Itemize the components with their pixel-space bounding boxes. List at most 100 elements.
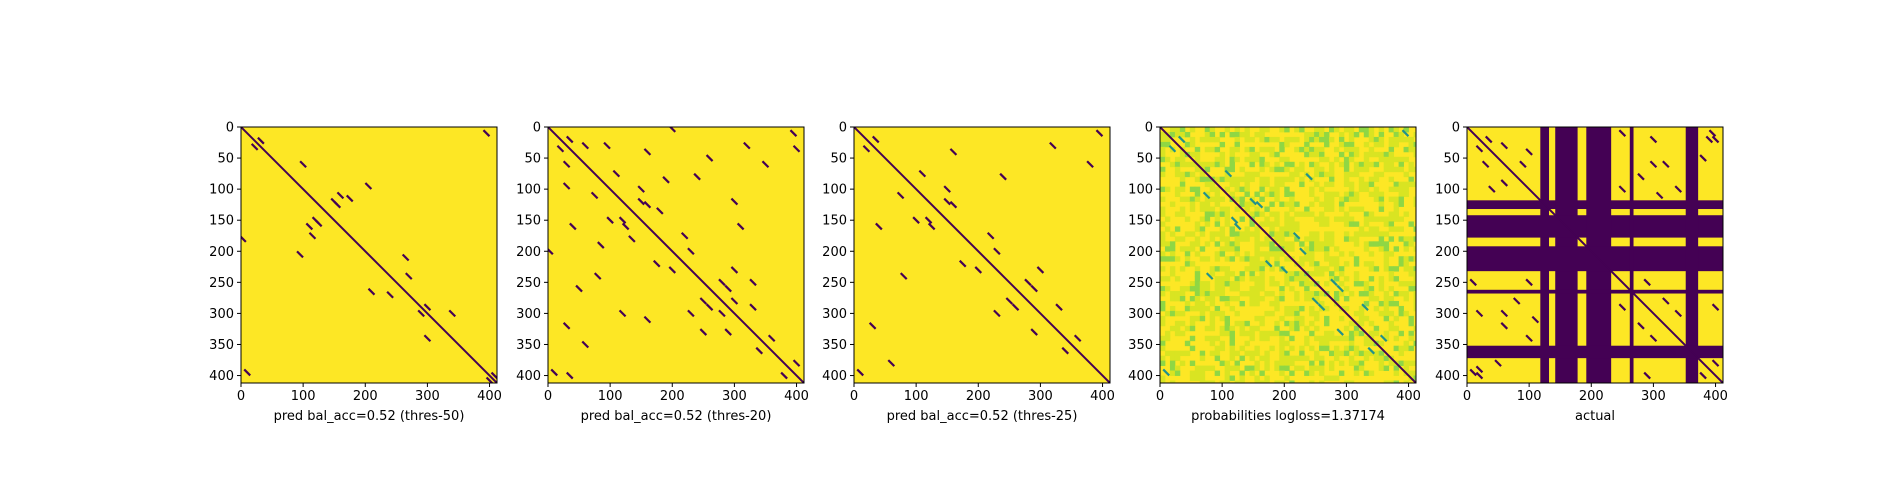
probability-cell: [1388, 196, 1395, 202]
probability-cell: [1264, 251, 1270, 257]
contact-mark: [1686, 127, 1695, 134]
probability-cell: [1324, 281, 1330, 287]
probability-cell: [1259, 251, 1265, 257]
probability-cell: [1204, 256, 1211, 262]
probability-cell: [1398, 236, 1404, 242]
probability-cell: [1299, 365, 1305, 371]
probability-cell: [1249, 296, 1255, 302]
probability-cell: [1184, 325, 1191, 332]
probability-cell: [1348, 320, 1355, 327]
probability-cell: [1160, 151, 1166, 158]
probability-cell: [1239, 370, 1245, 376]
contact-mark: [1649, 334, 1658, 343]
probability-cell: [1393, 335, 1400, 342]
probability-cell: [1244, 226, 1250, 232]
contact-mark: [618, 216, 627, 224]
probability-cell: [1269, 310, 1275, 317]
y-tick-label: 350: [516, 338, 541, 353]
probability-cell: [1388, 151, 1395, 158]
probability-cell: [1319, 216, 1325, 222]
probability-cell: [1199, 161, 1206, 168]
probability-cell: [1249, 266, 1255, 272]
probability-cell: [1279, 127, 1285, 133]
probability-cell: [1274, 251, 1280, 257]
probability-cell: [1358, 206, 1365, 212]
probability-cell: [1174, 226, 1181, 232]
contact-mark: [1280, 266, 1289, 274]
probability-cell: [1329, 181, 1335, 188]
probability-cell: [1383, 251, 1390, 257]
probability-cell: [1403, 310, 1409, 317]
probability-cell: [1259, 261, 1265, 267]
probability-cell: [1353, 131, 1360, 138]
probability-cell: [1189, 196, 1196, 202]
probability-cell: [1299, 355, 1305, 362]
probability-cell: [1189, 345, 1196, 352]
probability-cell: [1363, 231, 1370, 237]
probability-cell: [1383, 296, 1390, 302]
x-tick-label: 400: [1090, 389, 1115, 404]
x-tick-label: 300: [1334, 389, 1359, 404]
probability-cell: [1289, 345, 1295, 352]
probability-cell: [1383, 161, 1390, 168]
contact-mark: [662, 176, 670, 184]
probability-cell: [1169, 231, 1176, 237]
probability-cell: [1264, 310, 1270, 317]
probability-cell: [1343, 171, 1350, 178]
probability-cell: [1219, 151, 1226, 158]
probability-cell: [1358, 350, 1365, 357]
probability-cell: [1289, 380, 1295, 383]
x-tick-label: 300: [415, 389, 440, 404]
probability-cell: [1368, 261, 1375, 267]
probability-cell: [1239, 256, 1245, 262]
probability-cell: [1219, 211, 1226, 217]
probability-cell: [1269, 330, 1275, 337]
probability-cell: [1229, 256, 1235, 262]
probability-cell: [1209, 127, 1216, 133]
probability-cell: [1194, 266, 1201, 272]
probability-cell: [1378, 365, 1385, 371]
contact-mark: [918, 169, 927, 178]
probability-cell: [1224, 296, 1230, 302]
probability-cell: [1219, 276, 1226, 282]
probability-cell: [1160, 305, 1166, 312]
probability-cell: [1413, 305, 1416, 312]
probability-cell: [1234, 127, 1240, 133]
contact-mark: [1500, 141, 1509, 150]
probability-cell: [1324, 221, 1330, 227]
probability-cell: [1314, 171, 1320, 178]
probability-cell: [1229, 271, 1235, 277]
probability-cell: [1353, 365, 1360, 371]
probability-cell: [1363, 350, 1370, 357]
probability-cell: [1259, 211, 1265, 217]
probability-cell: [1353, 310, 1360, 317]
probability-cell: [1309, 151, 1315, 158]
probability-cell: [1363, 211, 1370, 217]
probability-cell: [1289, 276, 1295, 282]
contact-mark: [1049, 141, 1057, 150]
probability-cell: [1353, 241, 1360, 247]
probability-cell: [1319, 136, 1325, 143]
probability-cell: [1368, 226, 1375, 232]
contact-mark: [1233, 222, 1242, 231]
probability-cell: [1254, 151, 1260, 158]
diagonal-line: [854, 127, 1110, 383]
contact-mark: [1484, 135, 1493, 144]
probability-cell: [1378, 196, 1385, 202]
probability-cell: [1279, 345, 1285, 352]
probability-cell: [1254, 325, 1260, 332]
probability-cell: [1224, 266, 1230, 272]
probability-cell: [1413, 196, 1416, 202]
probability-cell: [1244, 156, 1250, 163]
x-tick-label: 0: [237, 389, 245, 404]
probability-cell: [1174, 211, 1181, 217]
probability-cell: [1309, 365, 1315, 371]
probability-cell: [1309, 246, 1315, 252]
probability-cell: [1224, 330, 1230, 337]
probability-cell: [1309, 211, 1315, 217]
probability-cell: [1309, 161, 1315, 168]
probability-cell: [1329, 166, 1335, 173]
probability-cell: [1284, 136, 1290, 143]
probability-cell: [1160, 340, 1166, 347]
probability-cell: [1333, 291, 1340, 297]
